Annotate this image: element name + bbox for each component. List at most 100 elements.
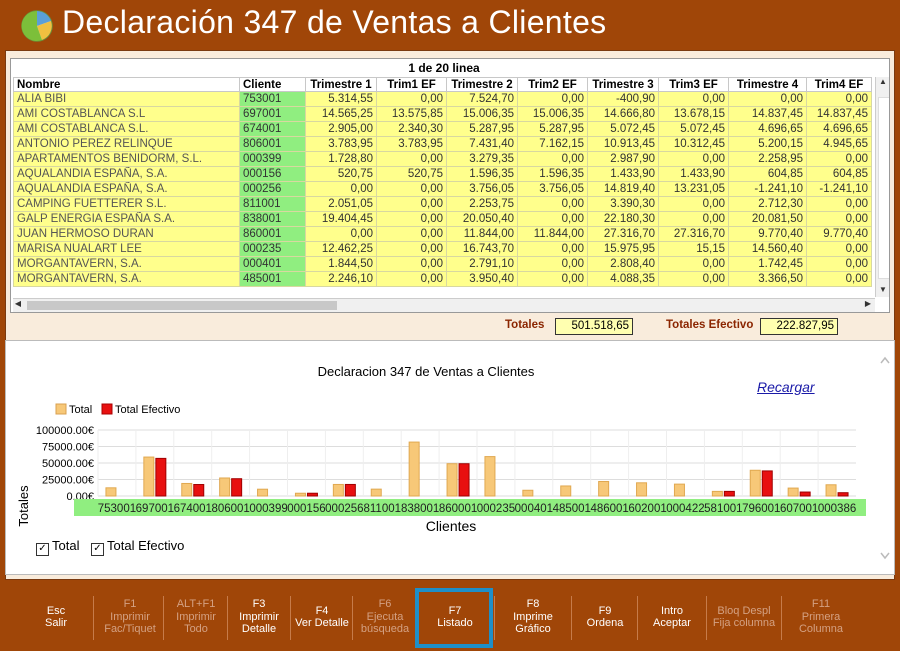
- cell-amount[interactable]: -1.241,10: [806, 181, 872, 197]
- table-row[interactable]: CAMPING FUETTERER S.L. 811001 2.051,05 0,00…: [13, 196, 872, 212]
- table-row[interactable]: AMI COSTABLANCA S.L. 674001 2.905,00 2.340,…: [13, 121, 872, 137]
- cell-amount[interactable]: 15.975,95: [587, 241, 659, 257]
- cell-nombre[interactable]: MORGANTAVERN, S.A.: [13, 271, 240, 287]
- toolbar-button-bloq-despl[interactable]: Bloq Despl Fija columna: [707, 588, 781, 646]
- cell-amount[interactable]: 0,00: [305, 181, 377, 197]
- cell-cliente[interactable]: 485001: [239, 271, 306, 287]
- cell-amount[interactable]: 0,00: [376, 271, 447, 287]
- cell-amount[interactable]: 3.783,95: [305, 136, 377, 152]
- cell-amount[interactable]: -1.241,10: [728, 181, 807, 197]
- cell-amount[interactable]: 520,75: [376, 166, 447, 182]
- cell-nombre[interactable]: APARTAMENTOS BENIDORM, S.L.: [13, 151, 240, 167]
- cell-amount[interactable]: 0,00: [806, 196, 872, 212]
- cell-amount[interactable]: 13.575,85: [376, 106, 447, 122]
- column-header[interactable]: Trim4 EF: [806, 77, 872, 92]
- cell-amount[interactable]: 15.006,35: [446, 106, 518, 122]
- cell-amount[interactable]: 2.987,90: [587, 151, 659, 167]
- toolbar-button-f4[interactable]: F4 Ver Detalle: [291, 588, 353, 646]
- cell-amount[interactable]: 0,00: [305, 226, 377, 242]
- cell-nombre[interactable]: MORGANTAVERN, S.A.: [13, 256, 240, 272]
- table-row[interactable]: MORGANTAVERN, S.A. 000401 1.844,50 0,00 2.79…: [13, 256, 872, 272]
- cell-amount[interactable]: 5.287,95: [446, 121, 518, 137]
- column-header[interactable]: Trimestre 3: [587, 77, 659, 92]
- cell-amount[interactable]: 3.756,05: [446, 181, 518, 197]
- cell-amount[interactable]: 4.945,65: [806, 136, 872, 152]
- cell-amount[interactable]: 0,00: [517, 151, 588, 167]
- cell-amount[interactable]: 0,00: [517, 91, 588, 107]
- cell-amount[interactable]: 27.316,70: [587, 226, 659, 242]
- cell-amount[interactable]: 15,15: [658, 241, 729, 257]
- cell-amount[interactable]: 16.743,70: [446, 241, 518, 257]
- scroll-thumb[interactable]: [878, 97, 889, 279]
- cell-amount[interactable]: 9.770,40: [728, 226, 807, 242]
- cell-cliente[interactable]: 000401: [239, 256, 306, 272]
- toolbar-button-f7[interactable]: F7 Listado: [418, 588, 492, 646]
- cell-cliente[interactable]: 806001: [239, 136, 306, 152]
- cell-nombre[interactable]: MARISA NUALART LEE: [13, 241, 240, 257]
- cell-amount[interactable]: 0,00: [658, 196, 729, 212]
- cell-amount[interactable]: 3.366,50: [728, 271, 807, 287]
- cell-amount[interactable]: 0,00: [658, 91, 729, 107]
- cell-amount[interactable]: 27.316,70: [658, 226, 729, 242]
- cell-amount[interactable]: 13.678,15: [658, 106, 729, 122]
- cell-amount[interactable]: 1.596,35: [446, 166, 518, 182]
- cell-amount[interactable]: 22.180,30: [587, 211, 659, 227]
- cell-amount[interactable]: 14.837,45: [728, 106, 807, 122]
- cell-amount[interactable]: 10.913,45: [587, 136, 659, 152]
- cell-amount[interactable]: 0,00: [658, 256, 729, 272]
- checkbox-total[interactable]: ✓ Total: [36, 538, 79, 556]
- cell-cliente[interactable]: 753001: [239, 91, 306, 107]
- check-icon[interactable]: ✓: [36, 543, 49, 556]
- cell-cliente[interactable]: 000156: [239, 166, 306, 182]
- grid-horizontal-scrollbar[interactable]: ◀ ▶: [13, 298, 875, 312]
- cell-nombre[interactable]: AQUALANDIA ESPAÑA, S.A.: [13, 181, 240, 197]
- cell-nombre[interactable]: JUAN HERMOSO DURAN: [13, 226, 240, 242]
- toolbar-button-f8[interactable]: F8 Imprime Gráfico: [495, 588, 571, 646]
- table-row[interactable]: MORGANTAVERN, S.A. 485001 2.246,10 0,00 3.95…: [13, 271, 872, 287]
- cell-amount[interactable]: 7.524,70: [446, 91, 518, 107]
- cell-amount[interactable]: 0,00: [376, 226, 447, 242]
- cell-amount[interactable]: 12.462,25: [305, 241, 377, 257]
- recargar-link[interactable]: Recargar: [757, 379, 815, 395]
- cell-amount[interactable]: 3.783,95: [376, 136, 447, 152]
- table-row[interactable]: AQUALANDIA ESPAÑA, S.A. 000156 520,75 520,7…: [13, 166, 872, 182]
- cell-amount[interactable]: 2.051,05: [305, 196, 377, 212]
- cell-cliente[interactable]: 697001: [239, 106, 306, 122]
- cell-amount[interactable]: 2.791,10: [446, 256, 518, 272]
- column-header[interactable]: Trimestre 4: [728, 77, 807, 92]
- cell-amount[interactable]: 13.231,05: [658, 181, 729, 197]
- toolbar-button-f6[interactable]: F6 Ejecuta búsqueda: [353, 588, 417, 646]
- cell-amount[interactable]: 0,00: [728, 91, 807, 107]
- cell-cliente[interactable]: 811001: [239, 196, 306, 212]
- cell-cliente[interactable]: 000399: [239, 151, 306, 167]
- cell-amount[interactable]: 0,00: [517, 241, 588, 257]
- cell-amount[interactable]: 0,00: [658, 271, 729, 287]
- h-scroll-thumb[interactable]: [27, 301, 337, 310]
- cell-amount[interactable]: 0,00: [658, 211, 729, 227]
- toolbar-button-f1[interactable]: F1 Imprimir Fac/Tiquet: [94, 588, 166, 646]
- scroll-left-icon[interactable]: ◀: [14, 299, 22, 308]
- cell-amount[interactable]: 2.340,30: [376, 121, 447, 137]
- cell-amount[interactable]: 0,00: [376, 256, 447, 272]
- cell-nombre[interactable]: GALP ENERGIA ESPAÑA S.A.: [13, 211, 240, 227]
- cell-amount[interactable]: 7.162,15: [517, 136, 588, 152]
- check-icon[interactable]: ✓: [91, 543, 104, 556]
- cell-amount[interactable]: 9.770,40: [806, 226, 872, 242]
- cell-amount[interactable]: 5.287,95: [517, 121, 588, 137]
- cell-amount[interactable]: 11.844,00: [446, 226, 518, 242]
- checkbox-total-efectivo[interactable]: ✓ Total Efectivo: [91, 538, 184, 556]
- cell-cliente[interactable]: 860001: [239, 226, 306, 242]
- cell-amount[interactable]: 0,00: [806, 256, 872, 272]
- cell-nombre[interactable]: ALIA BIBI: [13, 91, 240, 107]
- cell-amount[interactable]: 0,00: [806, 151, 872, 167]
- cell-amount[interactable]: 3.756,05: [517, 181, 588, 197]
- toolbar-button-esc[interactable]: Esc Salir: [16, 588, 96, 646]
- cell-amount[interactable]: 5.072,45: [587, 121, 659, 137]
- cell-amount[interactable]: 0,00: [806, 241, 872, 257]
- scroll-down-icon[interactable]: ▼: [879, 285, 887, 294]
- cell-amount[interactable]: 1.433,90: [587, 166, 659, 182]
- column-header[interactable]: Trimestre 1: [305, 77, 377, 92]
- cell-amount[interactable]: 2.253,75: [446, 196, 518, 212]
- cell-amount[interactable]: 604,85: [806, 166, 872, 182]
- cell-amount[interactable]: 1.596,35: [517, 166, 588, 182]
